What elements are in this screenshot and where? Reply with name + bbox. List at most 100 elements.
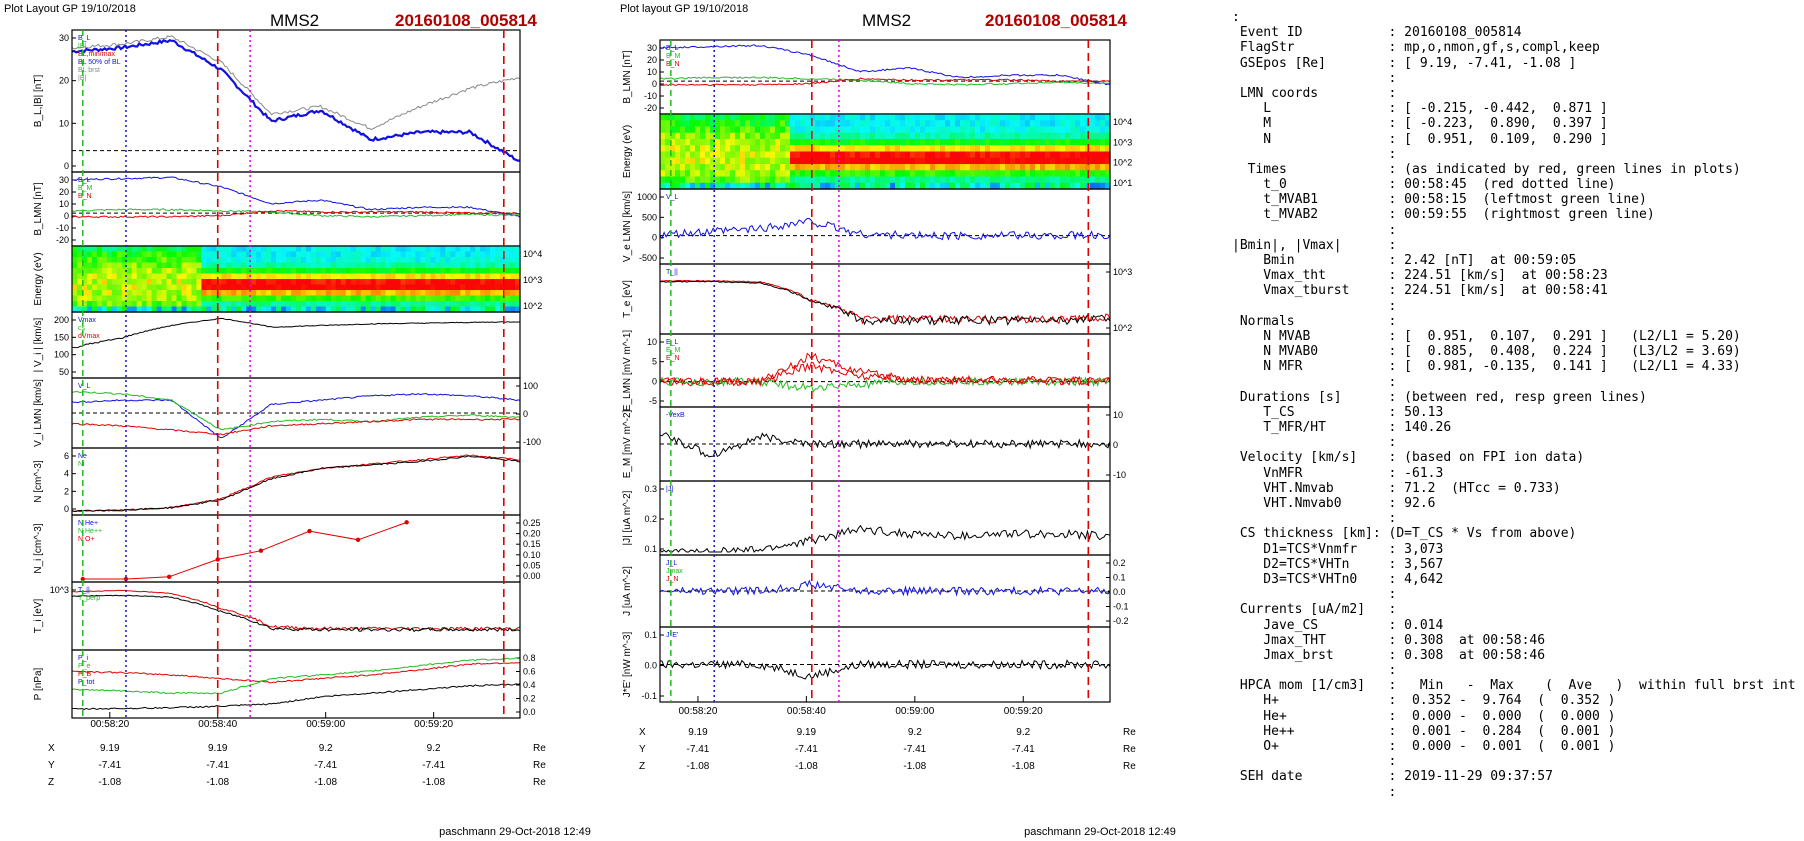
spectrogram-cell xyxy=(490,251,496,258)
spectrogram-cell xyxy=(390,284,397,291)
spectrogram-cell xyxy=(1080,157,1086,165)
spectrogram-cell xyxy=(390,257,397,264)
spectrogram-cell xyxy=(106,273,113,280)
spectrogram-cell xyxy=(191,284,198,291)
spectrogram-cell xyxy=(700,139,706,146)
spectrogram-cell xyxy=(216,262,222,269)
spectrogram-cell xyxy=(735,164,741,171)
spectrogram-cell xyxy=(251,295,257,302)
series-b-n xyxy=(659,77,1111,87)
spectrogram-cell xyxy=(291,251,297,258)
spectrogram-cell xyxy=(870,170,876,178)
spectrogram-cell xyxy=(415,257,422,264)
event-summary: : Event ID : 20160108_005814 FlagStr : m… xyxy=(1232,10,1802,830)
spectrogram-cell xyxy=(440,279,446,286)
spectrogram-cell xyxy=(106,306,113,313)
spectrogram-cell xyxy=(335,301,342,308)
legend-entry: |B| xyxy=(78,43,86,50)
spectrogram-cell xyxy=(910,145,916,153)
spectrogram-cell xyxy=(375,284,382,291)
spectrogram-cell xyxy=(166,306,173,313)
spectrogram-cell xyxy=(915,120,921,128)
spectrogram-cell xyxy=(905,176,911,184)
summary-line: N : [ 0.951, 0.109, 0.290 ] xyxy=(1232,131,1608,147)
spectrogram-cell xyxy=(261,284,267,291)
spectrogram-cell xyxy=(1020,132,1026,140)
spectrogram-cell xyxy=(1090,126,1096,134)
spectrogram-cell xyxy=(730,120,736,128)
spectrogram-cell xyxy=(460,279,466,286)
spectrogram-cell xyxy=(1045,176,1051,184)
spectrogram-cell xyxy=(445,284,451,291)
spectrogram-cell xyxy=(171,251,178,258)
spectrogram-cell xyxy=(690,145,696,153)
spectrogram-cell xyxy=(1015,176,1021,184)
spectrogram-cell xyxy=(266,295,272,302)
spectrogram-cell xyxy=(940,170,946,178)
spectrogram-cell xyxy=(151,246,158,253)
ephem-value: -7.41 xyxy=(314,760,337,771)
spectrogram-cell xyxy=(425,262,431,269)
spectrogram-cell xyxy=(1005,145,1011,153)
spectrogram-cell xyxy=(440,246,446,253)
spectrogram-cell xyxy=(116,273,123,280)
spectrogram-cell xyxy=(146,279,153,286)
spectrogram-cell xyxy=(1030,170,1036,178)
spectrogram-cell xyxy=(310,246,317,253)
spectrogram-cell xyxy=(315,290,322,297)
legend-entry: Ne xyxy=(78,453,87,460)
spectrogram-cell xyxy=(251,306,257,313)
spectrogram-cell xyxy=(305,246,312,253)
spectrogram-cell xyxy=(1060,164,1066,171)
spectrogram-cell xyxy=(236,290,242,297)
spectrogram-cell xyxy=(980,139,986,146)
ephem-unit: Re xyxy=(533,760,546,771)
spectrogram-cell xyxy=(870,145,876,153)
spectrogram-cell xyxy=(755,176,761,184)
spectrogram-cell xyxy=(116,290,123,297)
spectrogram-cell xyxy=(795,126,801,134)
spectrogram-cell xyxy=(1035,114,1041,121)
spectrogram-cell xyxy=(810,176,816,184)
spectrogram-cell xyxy=(395,306,402,313)
spectrogram-cell xyxy=(935,151,941,159)
spectrogram-cell xyxy=(1080,182,1086,190)
spectrogram-cell xyxy=(385,273,392,280)
spectrogram-cell xyxy=(685,164,691,171)
spectrogram-cell xyxy=(146,257,153,264)
spectrogram-cell xyxy=(660,145,666,153)
spectrogram-cell xyxy=(885,151,891,159)
spectrogram-cell xyxy=(450,290,456,297)
spectrogram-cell xyxy=(256,306,262,313)
spectrogram-cell xyxy=(970,151,976,159)
spectrogram-cell xyxy=(1020,176,1026,184)
summary-line: : xyxy=(1232,222,1397,238)
spectrogram-cell xyxy=(815,120,821,128)
spectrogram-cell xyxy=(840,170,846,178)
spectrogram-cell xyxy=(340,295,347,302)
spectrogram-cell xyxy=(915,114,921,121)
spectrogram-cell xyxy=(980,164,986,171)
plot-footer: paschmann 29-Oct-2018 12:49 xyxy=(439,826,591,838)
spectrogram-cell xyxy=(905,182,911,190)
spectrogram-cell xyxy=(310,251,317,258)
spectrogram-cell xyxy=(116,257,123,264)
spectrogram-cell xyxy=(915,170,921,178)
y-tick-label: 500 xyxy=(642,212,657,222)
spectrogram-cell xyxy=(745,139,751,146)
spectrogram-cell xyxy=(660,182,666,190)
spectrogram-cell xyxy=(365,290,372,297)
spectrogram-cell xyxy=(405,295,412,302)
spectrogram-cell xyxy=(920,164,926,171)
spectrogram-cell xyxy=(675,176,681,184)
spectrogram-cell xyxy=(221,295,227,302)
spectrogram-cell xyxy=(390,279,397,286)
spectrogram-cell xyxy=(355,306,362,313)
spectrogram-cell xyxy=(340,301,347,308)
spectrogram-cell xyxy=(251,251,257,258)
y-tick-label: -0.2 xyxy=(1113,616,1129,626)
spectrogram-cell xyxy=(800,132,806,140)
spectrogram-cell xyxy=(126,257,133,264)
